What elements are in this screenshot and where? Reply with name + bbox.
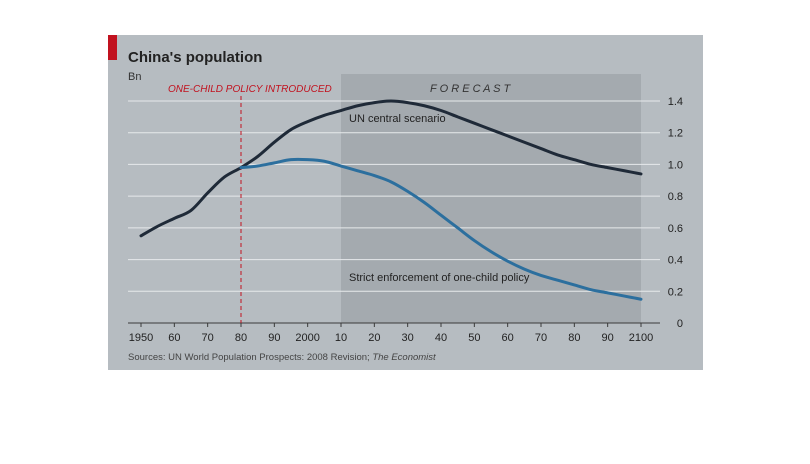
x-tick-label: 90 — [268, 332, 280, 344]
x-tick-label: 70 — [202, 332, 214, 344]
x-tick-label: 1950 — [129, 332, 153, 344]
unit-label: Bn — [128, 71, 141, 83]
y-tick-label: 0.2 — [668, 286, 683, 298]
x-tick-label: 50 — [468, 332, 480, 344]
y-tick-label: 1.4 — [668, 96, 683, 108]
x-tick-label: 2100 — [629, 332, 653, 344]
x-axis-ticks: 1950 60 70 80 90 2000 10 20 30 40 50 60 70 80 90 2100 — [129, 323, 653, 344]
x-tick-label: 20 — [368, 332, 380, 344]
series-label-strict-enforcement: Strict enforcement of one-child policy — [349, 272, 530, 284]
forecast-label: F O R E C A S T — [430, 83, 512, 95]
series-line-strict-enforcement — [239, 157, 643, 301]
y-tick-label: 0.8 — [668, 191, 683, 203]
y-tick-label: 1.2 — [668, 128, 683, 140]
x-tick-label: 2000 — [295, 332, 319, 344]
x-tick-label: 30 — [402, 332, 414, 344]
policy-annotation: ONE-CHILD POLICY INTRODUCED — [168, 84, 332, 95]
x-tick-label: 70 — [535, 332, 547, 344]
forecast-region — [341, 74, 641, 323]
y-tick-labels: 0 0.2 0.4 0.6 0.8 1.0 1.2 1.4 — [668, 96, 683, 330]
x-tick-label: 60 — [502, 332, 514, 344]
y-tick-label: 0.4 — [668, 255, 683, 267]
series-line-un-central — [139, 99, 643, 238]
chart-title: China's population — [128, 49, 262, 66]
x-tick-label: 60 — [168, 332, 180, 344]
x-tick-label: 80 — [568, 332, 580, 344]
gridlines — [128, 100, 660, 292]
y-tick-label: 1.0 — [668, 159, 683, 171]
source-italic: The Economist — [372, 352, 436, 363]
source-text: Sources: UN World Population Prospects: … — [128, 352, 372, 363]
y-tick-label: 0.6 — [668, 223, 683, 235]
x-tick-label: 90 — [602, 332, 614, 344]
x-tick-label: 40 — [435, 332, 447, 344]
y-tick-label: 0 — [677, 318, 683, 330]
x-tick-label: 10 — [335, 332, 347, 344]
series-lines — [139, 99, 643, 301]
title-accent-bar — [108, 35, 117, 60]
source-note: Sources: UN World Population Prospects: … — [128, 352, 436, 363]
series-label-un-central: UN central scenario — [349, 113, 446, 125]
x-tick-label: 80 — [235, 332, 247, 344]
